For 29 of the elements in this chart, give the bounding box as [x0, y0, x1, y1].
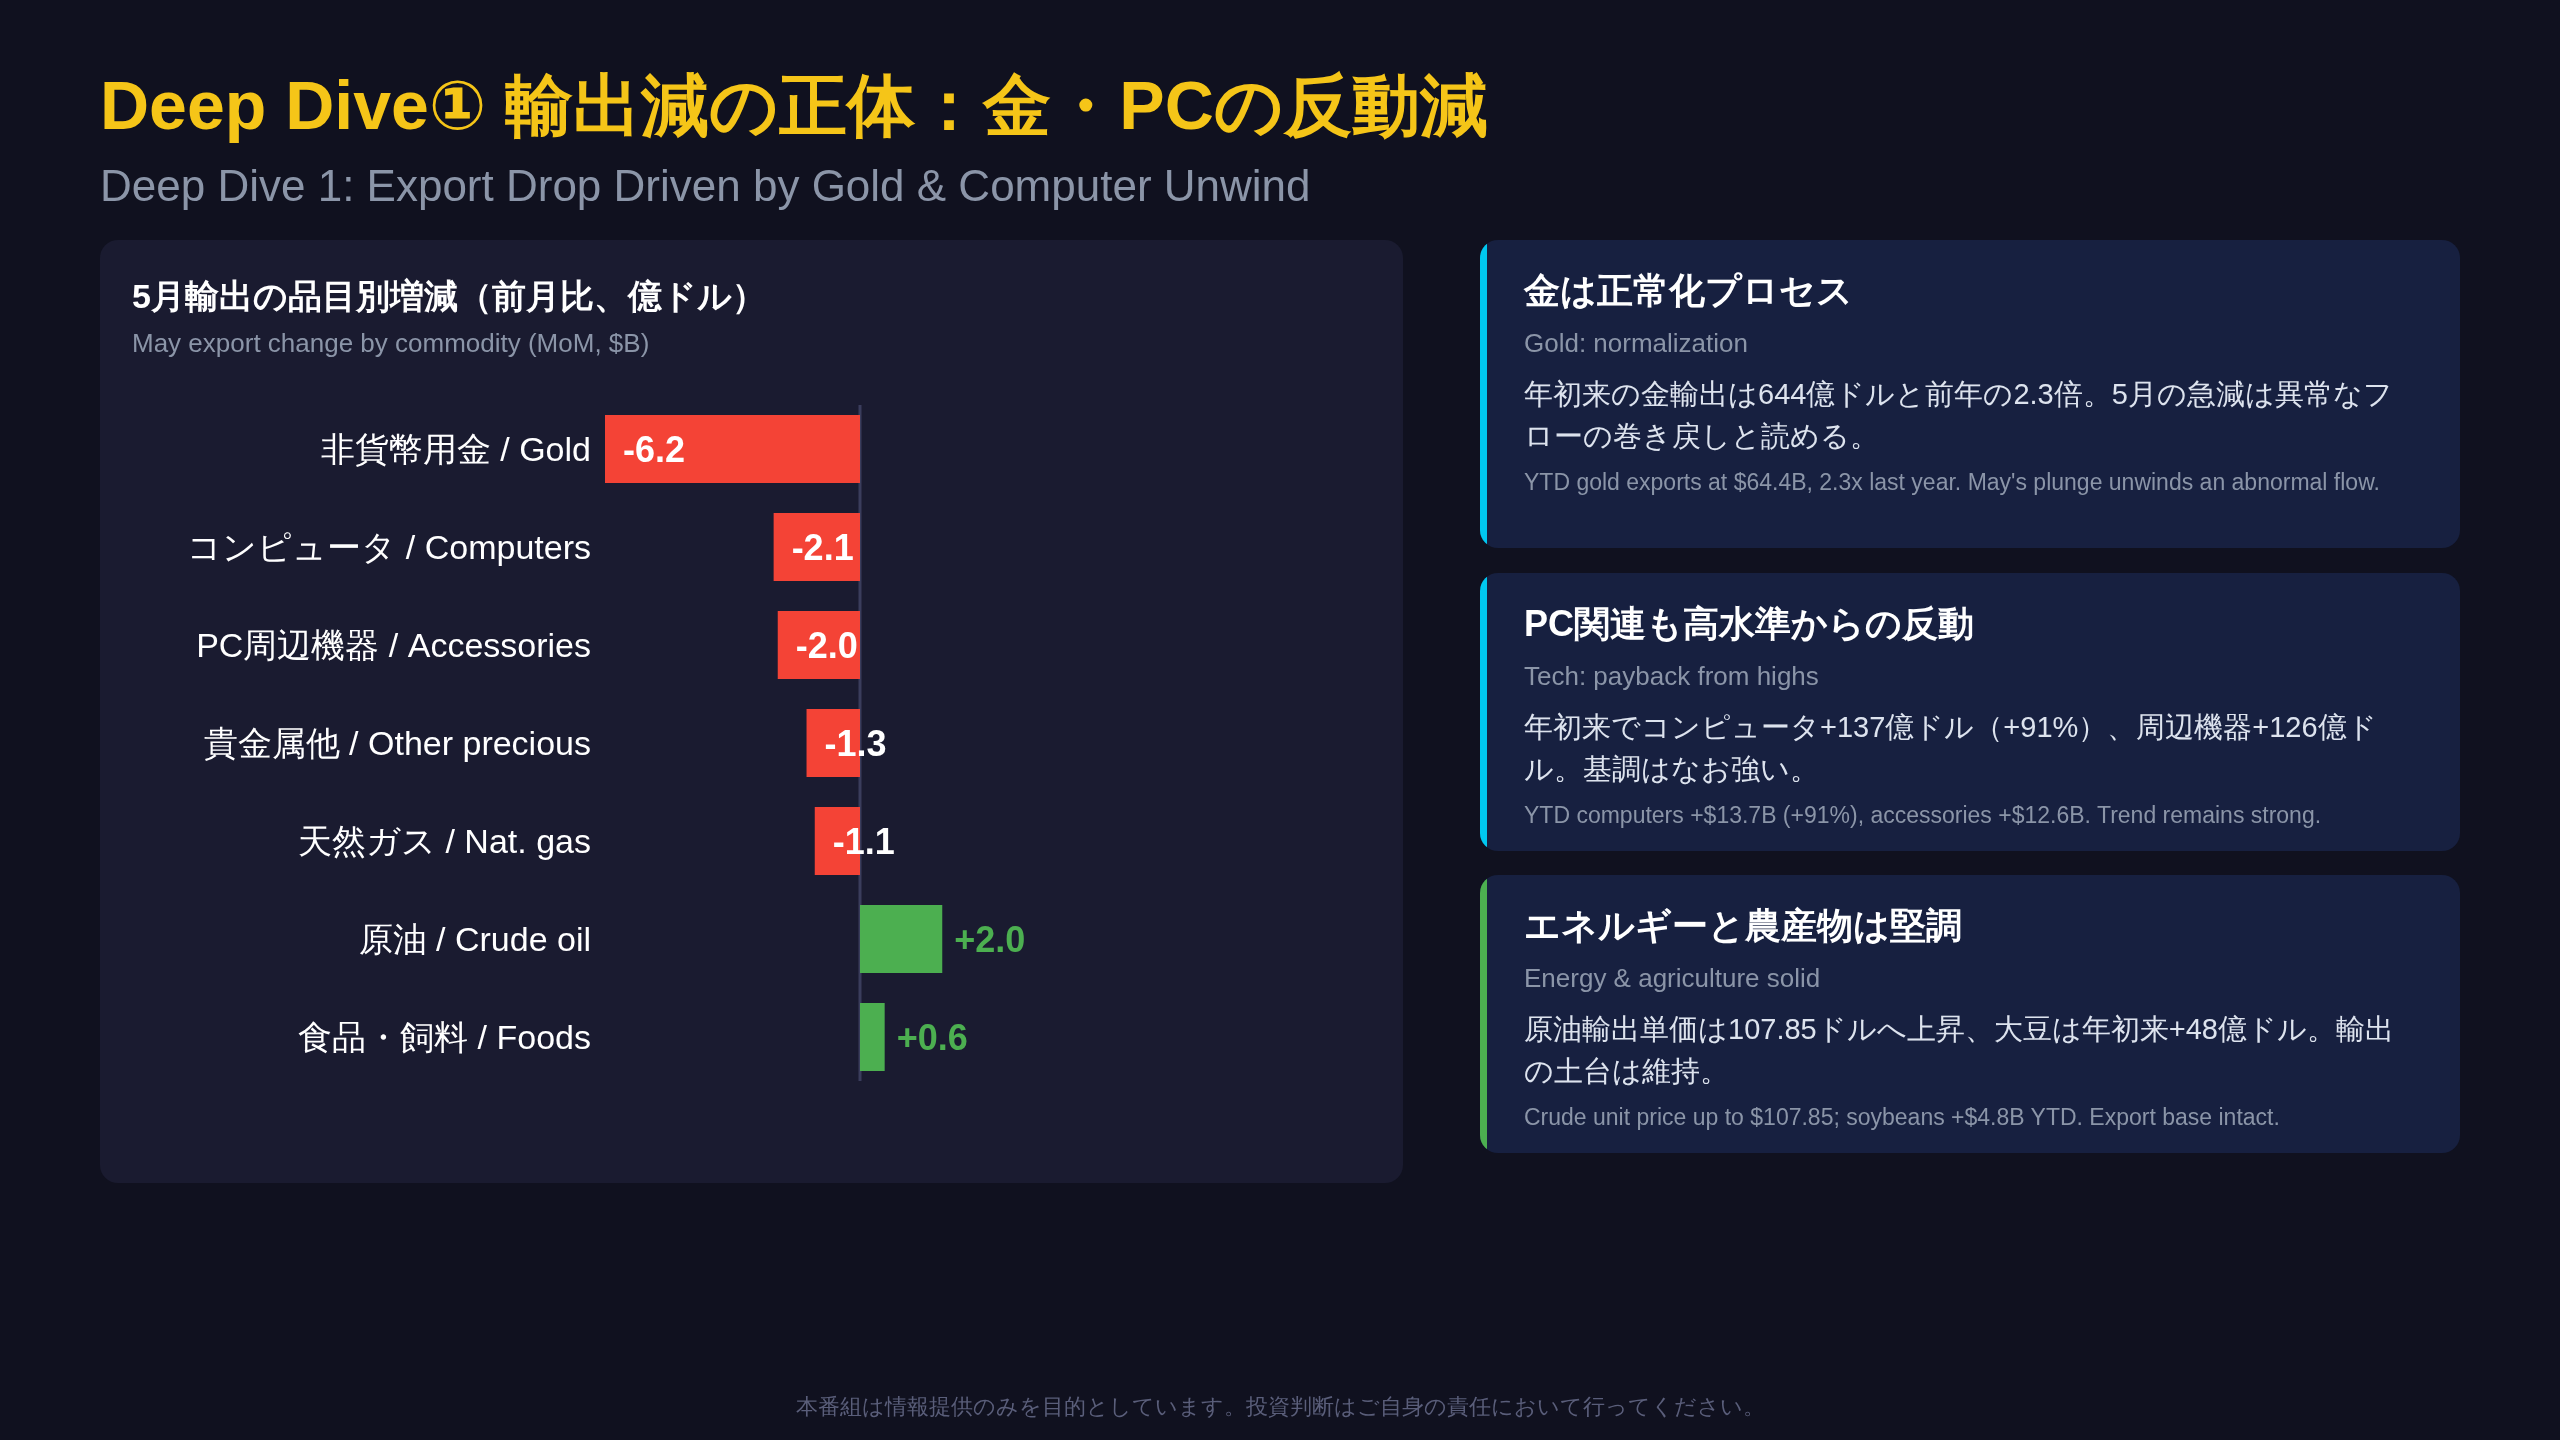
text: Deep Dive① 輸出減の正体：金・PCの反動減 [100, 66, 1489, 145]
y-tick-label: コンピュータ / Computers [187, 528, 591, 566]
text: Tech: payback from highs [1524, 661, 1820, 692]
text: YTD gold exports at $64.4B, 2.3x last year. May's plunge unwinds an abnormal flow. [1524, 468, 2381, 497]
data-label: -2.1 [791, 527, 854, 568]
text: Energy & agriculture solid [1524, 963, 1822, 994]
chart-title: 5月輸出の品目別増減（前月比、億ドル） [132, 277, 766, 315]
text: 本番組は情報提供のみを目的としています。投資判断はご自身の責任において行ってください。 [794, 1393, 1766, 1421]
data-label: -2.0 [795, 625, 858, 666]
text: エネルギーと農産物は堅調 [1524, 904, 1963, 948]
text: YTD computers +$13.7B (+91%), accessories +$12.6B. Trend remains strong. [1524, 801, 2323, 830]
text: 年初来の金輸出は644億ドルと前年の2.3倍。5月の急減は異常なフローの巻き戻しと読める。 [1524, 377, 2394, 454]
text: Deep Dive 1: Export Drop Driven by Gold & Computer Unwind [100, 160, 1312, 212]
text: 年初来でコンピュータ+137億ドル（+91%）、周辺機器+126億ドル。基調はなお強い。 [1524, 710, 2378, 787]
y-tick-label: PC周辺機器 / Accessories [196, 626, 591, 664]
text: 原油輸出単価は107.85ドルへ上昇、大豆は年初来+48億ドル。輸出の土台は維持。 [1524, 1012, 2395, 1089]
y-tick-label: 原油 / Crude oil [358, 920, 591, 958]
text: May export change by commodity (MoM, $B) [132, 328, 650, 358]
data-label: +0.6 [896, 1017, 968, 1058]
data-label: +2.0 [954, 919, 1026, 960]
y-tick-label: 天然ガス / Nat. gas [298, 822, 591, 860]
text: 金は正常化プロセス [1524, 269, 1854, 313]
y-tick-label: 食品・飼料 / Foods [298, 1018, 591, 1056]
text: PC関連も高水準からの反動 [1524, 602, 1975, 646]
text: Crude unit price up to $107.85; soybeans +$4.8B YTD. Export base intact. [1524, 1103, 2281, 1132]
text: Gold: normalization [1524, 328, 1749, 359]
y-tick-label: 貴金属他 / Other precious [203, 724, 591, 762]
data-label: -6.2 [623, 429, 686, 470]
y-tick-label: 非貨幣用金 / Gold [320, 430, 591, 468]
